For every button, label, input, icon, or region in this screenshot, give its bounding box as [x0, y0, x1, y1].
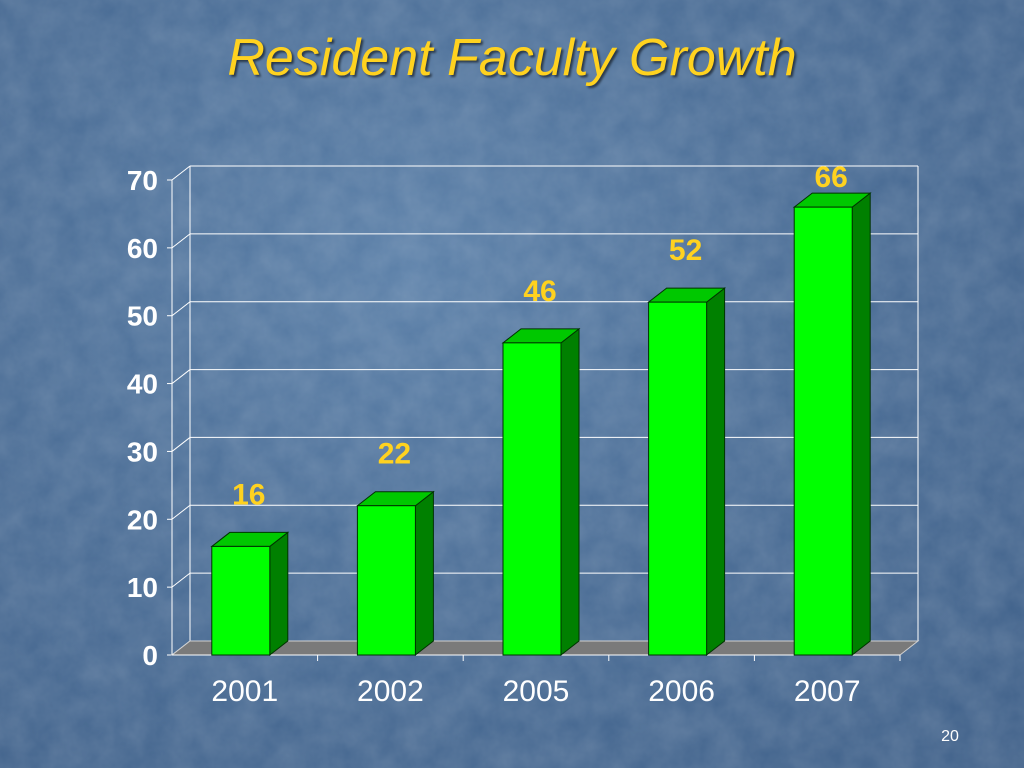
y-tick-label: 0	[142, 640, 158, 671]
bar	[502, 342, 562, 656]
x-tick-label: 2007	[794, 675, 861, 708]
y-tick-label: 10	[127, 572, 158, 603]
gridline-depth	[171, 301, 191, 317]
bar	[648, 301, 708, 656]
gridline-depth	[171, 165, 191, 181]
bar	[793, 206, 853, 656]
gridline-depth	[171, 572, 191, 588]
data-label: 66	[815, 161, 848, 194]
bar-side	[851, 192, 871, 657]
x-tick-label: 2006	[648, 675, 715, 708]
y-tick-label: 40	[127, 369, 158, 400]
gridline-depth	[171, 369, 191, 384]
bar-side	[706, 287, 726, 657]
data-label: 52	[669, 234, 702, 267]
gridline-depth	[171, 233, 191, 249]
gridline-depth	[171, 437, 191, 452]
gridline-depth	[171, 504, 191, 520]
y-tick-label: 70	[127, 165, 158, 196]
x-tick-label: 2002	[357, 675, 424, 708]
y-tick-label: 50	[127, 301, 158, 332]
y-tick-label: 20	[127, 504, 158, 535]
data-label: 16	[232, 478, 265, 511]
slide-title: Resident Faculty Growth	[227, 29, 797, 87]
bar	[356, 505, 416, 656]
x-tick-label: 2001	[211, 675, 278, 708]
bar-side	[414, 490, 434, 657]
bar-side	[269, 531, 289, 657]
bar-side	[560, 327, 580, 657]
data-label: 22	[378, 438, 411, 471]
bar	[211, 545, 271, 656]
slide-number: 20	[941, 728, 959, 745]
y-tick-label: 60	[127, 233, 158, 264]
x-tick-label: 2005	[503, 675, 570, 708]
y-tick-label: 30	[127, 436, 158, 467]
data-label: 46	[523, 275, 556, 308]
